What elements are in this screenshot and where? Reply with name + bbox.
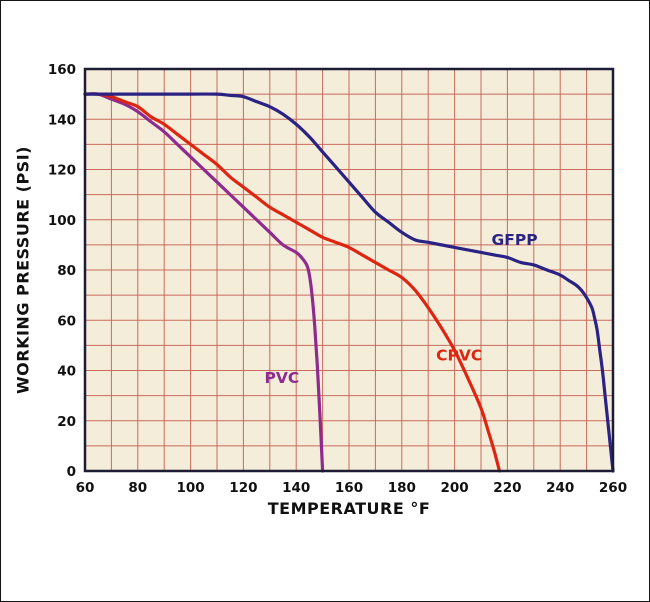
x-tick-label: 220 bbox=[493, 480, 521, 496]
y-tick-label: 100 bbox=[48, 213, 76, 229]
x-tick-label: 120 bbox=[229, 480, 257, 496]
x-tick-label: 240 bbox=[546, 480, 574, 496]
series-line-pvc bbox=[83, 92, 325, 473]
x-tick-label: 100 bbox=[177, 480, 205, 496]
gridlines bbox=[84, 68, 614, 472]
series-line-gfpp bbox=[83, 92, 615, 473]
y-tick-label: 20 bbox=[57, 414, 76, 430]
y-tick-label: 60 bbox=[57, 313, 76, 329]
y-tick-label: 0 bbox=[67, 464, 76, 480]
x-tick-label: 200 bbox=[441, 480, 469, 496]
x-axis-title: TEMPERATURE °F bbox=[267, 499, 431, 518]
x-tick-label: 160 bbox=[335, 480, 363, 496]
y-tick-label: 80 bbox=[57, 263, 76, 279]
y-tick-label: 160 bbox=[48, 62, 76, 78]
x-tick-label: 180 bbox=[388, 480, 416, 496]
x-tick-label: 260 bbox=[599, 480, 627, 496]
x-tick-label: 140 bbox=[282, 480, 310, 496]
series-label-gfpp: GFPP bbox=[492, 231, 538, 249]
y-tick-label: 120 bbox=[48, 163, 76, 179]
x-tick-label: 60 bbox=[76, 480, 95, 496]
series-line-cpvc bbox=[83, 92, 502, 473]
series-label-pvc: PVC bbox=[265, 369, 300, 387]
x-tick-label: 80 bbox=[128, 480, 147, 496]
series-group bbox=[83, 92, 615, 473]
y-tick-label: 40 bbox=[57, 364, 76, 380]
plot-border bbox=[83, 67, 615, 473]
y-axis-title: WORKING PRESSURE (PSI) bbox=[13, 146, 33, 394]
series-label-cpvc: CPVC bbox=[436, 346, 482, 364]
y-tick-label: 140 bbox=[48, 112, 76, 128]
tick-labels: 60 80 100 120 140 160 180 200 220 240 260 0 20 40 60 80… bbox=[48, 62, 627, 496]
